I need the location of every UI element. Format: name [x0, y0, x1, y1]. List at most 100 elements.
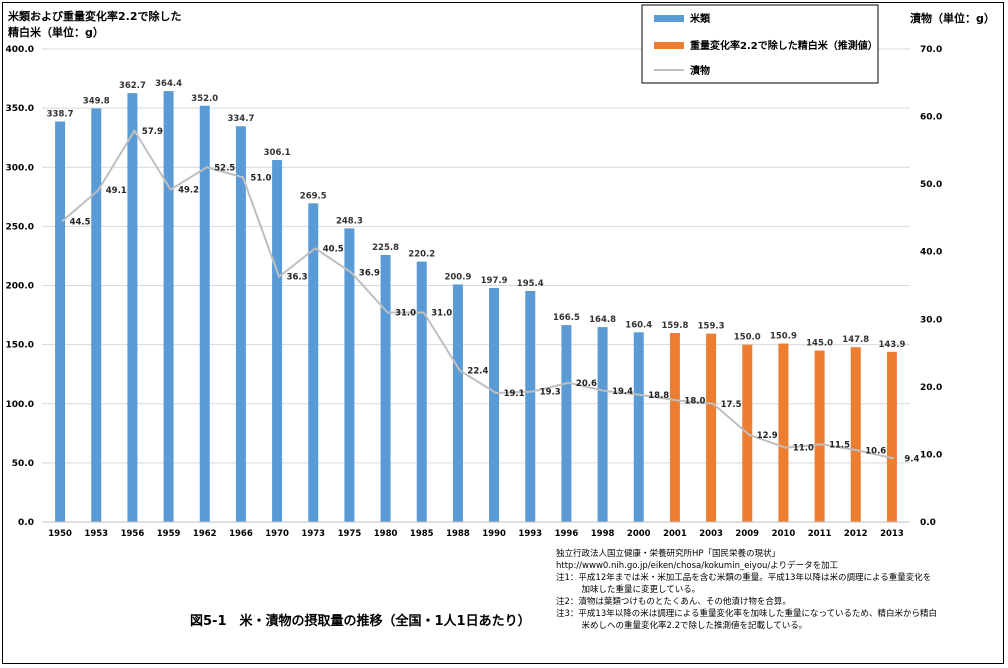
left-axis-title-line1: 米類および重量変化率2.2で除した [8, 10, 182, 23]
right-tick-label: 70.0 [920, 45, 942, 55]
note-1-line-1: 注1：平成12年までは米・米加工品を含む米類の重量。平成13年以降は米の調理によ… [556, 573, 932, 583]
x-tick-label: 1996 [555, 529, 579, 539]
bar-value-label: 352.0 [191, 94, 218, 104]
bar [380, 254, 391, 522]
left-tick-label: 100.0 [6, 400, 34, 410]
bar-value-label: 269.5 [300, 191, 327, 201]
data-labels: 338.7 349.8 362.7 364.4 352.0 334.7 306.1 269.5… [47, 79, 920, 464]
bar [850, 347, 861, 522]
x-tick-label: 1993 [518, 529, 542, 539]
x-tick-label: 2003 [699, 529, 723, 539]
bar-value-label: 349.8 [83, 96, 110, 106]
source-line-1: 独立行政法人国立健康・栄養研究所HP「国民栄養の現状」 [556, 549, 781, 559]
left-tick-label: 50.0 [12, 459, 34, 469]
note-2: 注2：漬物は葉類つけものとたくあん、その他漬け物を合算。 [556, 597, 791, 607]
x-tick-label: 2000 [627, 529, 651, 539]
line-value-label: 51.0 [250, 173, 271, 183]
bar-value-label: 306.1 [264, 148, 291, 158]
line-value-label: 22.4 [467, 367, 488, 377]
bar-value-label: 364.4 [155, 79, 182, 89]
left-axis-title-line2: 精白米（単位：g） [8, 26, 104, 39]
line-value-label: 19.1 [504, 389, 525, 399]
left-tick-label: 250.0 [6, 222, 34, 232]
legend-label-rice: 米類 [690, 12, 711, 25]
figure-title: 図5-1 米・漬物の摂取量の推移（全国・1人1日あたり） [190, 614, 531, 629]
left-tick-label: 200.0 [6, 282, 34, 292]
bar-value-label: 150.9 [770, 332, 797, 342]
right-tick-label: 10.0 [920, 450, 942, 460]
bar [814, 350, 825, 522]
bar [489, 287, 500, 522]
bar [308, 203, 319, 522]
right-tick-label: 40.0 [920, 248, 942, 258]
line-value-label: 44.5 [70, 217, 91, 227]
right-tick-label: 60.0 [920, 113, 942, 123]
line-value-label: 31.0 [395, 309, 416, 319]
x-tick-label: 1985 [410, 529, 434, 539]
left-tick-label: 150.0 [6, 341, 34, 351]
x-tick-label: 1950 [48, 529, 72, 539]
axes: 0.0 50.0 100.0 150.0 200.0 250.0 300.0 350.0 400… [6, 45, 943, 539]
bar-value-label: 164.8 [589, 315, 616, 325]
bar-value-label: 150.0 [734, 333, 761, 343]
bar-value-label: 248.3 [336, 216, 363, 226]
bar-value-label: 147.8 [842, 335, 869, 345]
line-value-label: 17.5 [721, 400, 742, 410]
line-value-label: 11.5 [829, 440, 850, 450]
bar [561, 325, 572, 522]
bar [706, 333, 717, 522]
source-line-2: http://www0.nih.go.jp/eiken/chosa/kokumi… [556, 561, 839, 571]
line-value-label: 20.6 [576, 379, 597, 389]
bar [127, 93, 138, 523]
bar-value-label: 200.9 [444, 272, 471, 282]
bar [199, 105, 210, 522]
bar [452, 284, 463, 522]
x-tick-label: 1973 [301, 529, 325, 539]
x-tick-label: 2010 [772, 529, 796, 539]
line-value-label: 49.1 [106, 186, 127, 196]
bar [235, 126, 246, 522]
line-path [61, 128, 895, 460]
left-tick-label: 300.0 [6, 163, 34, 173]
x-tick-label: 2009 [735, 529, 759, 539]
legend-swatch-estimated-rice [654, 42, 684, 49]
bar [886, 351, 897, 522]
bar-value-label: 338.7 [47, 109, 74, 119]
legend-label-estimated-rice: 重量変化率2.2で除した精白米（推測値） [690, 39, 878, 52]
x-tick-label: 1966 [229, 529, 253, 539]
x-tick-label: 1988 [446, 529, 470, 539]
x-tick-label: 1962 [193, 529, 217, 539]
bar-value-label: 159.8 [661, 321, 688, 331]
bar [55, 121, 66, 523]
bar [669, 333, 680, 522]
line-value-label: 19.3 [540, 388, 561, 398]
right-tick-label: 0.0 [920, 518, 936, 528]
bar-series [55, 91, 897, 523]
x-tick-label: 2011 [808, 529, 832, 539]
left-tick-label: 400.0 [6, 45, 34, 55]
note-3-line-1: 注3：平成13年以降の米は調理による重量変化率を加味した重量になっているため、精… [556, 609, 938, 619]
bar-value-label: 166.5 [553, 313, 580, 323]
x-tick-label: 2013 [880, 529, 904, 539]
bar-value-label: 159.3 [698, 322, 725, 332]
left-tick-label: 350.0 [6, 104, 34, 114]
x-tick-label: 1956 [121, 529, 145, 539]
line-value-label: 49.2 [178, 186, 199, 196]
right-tick-label: 50.0 [920, 180, 942, 190]
bar [597, 327, 608, 522]
line-value-label: 40.5 [323, 244, 344, 254]
bar [344, 228, 355, 522]
line-value-label: 19.4 [612, 387, 633, 397]
line-value-label: 57.9 [142, 127, 163, 137]
x-tick-label: 2012 [844, 529, 868, 539]
left-tick-label: 0.0 [18, 518, 34, 528]
line-value-label: 12.9 [757, 431, 778, 441]
bar [91, 108, 102, 522]
line-value-label: 36.9 [359, 269, 380, 279]
line-value-label: 36.3 [287, 273, 308, 283]
bar-value-label: 160.4 [625, 320, 652, 330]
x-tick-label: 1998 [591, 529, 615, 539]
note-1-line-2: 加味した重量に変更している。 [556, 585, 701, 595]
